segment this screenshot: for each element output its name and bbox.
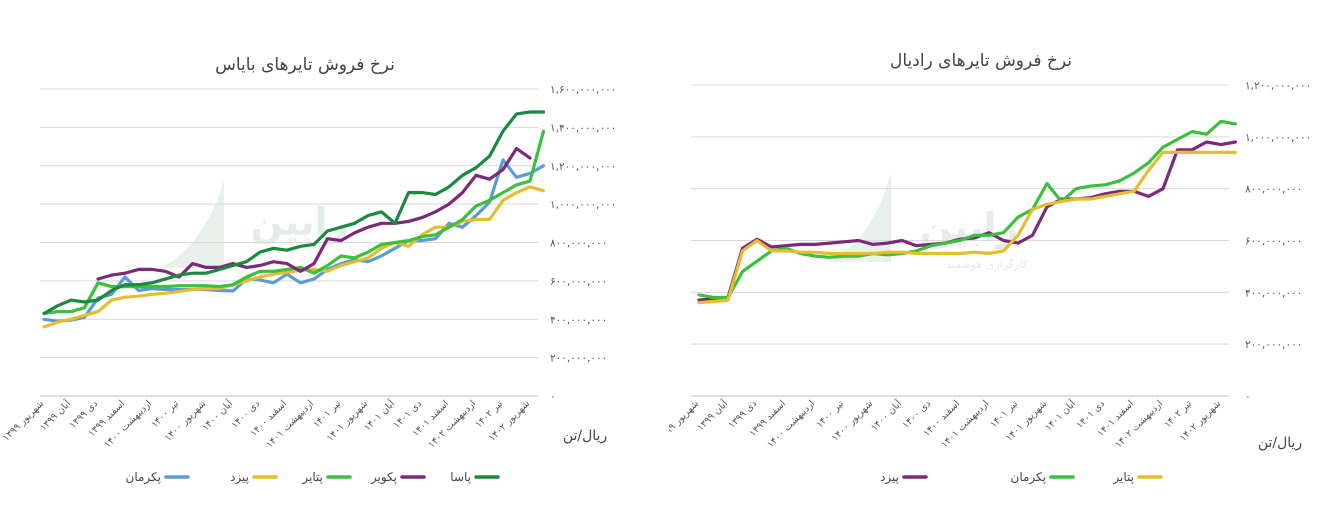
- gridlines: [40, 88, 538, 397]
- y-tick-label: ۰: [550, 391, 556, 403]
- y-tick-label: ۱,۶۰۰,۰۰۰,۰۰۰: [550, 84, 616, 96]
- x-tick-label: شهریور ۱۳۹۹: [669, 398, 701, 443]
- legend-item: پیزد: [230, 470, 278, 485]
- y-tick-labels: ۰ ۲۰۰,۰۰۰,۰۰۰ ۴۰۰,۰۰۰,۰۰۰ ۶۰۰,۰۰۰,۰۰۰ ۸۰۰,۰۰…: [1245, 80, 1311, 403]
- y-tick-label: ۰: [1245, 391, 1251, 403]
- legend-label: پیزد: [230, 470, 249, 485]
- y-tick-label: ۲۰۰,۰۰۰,۰۰۰: [1245, 339, 1302, 351]
- legend-label: پیزد: [880, 470, 899, 485]
- series-line-1: [697, 119, 1238, 300]
- watermark-brand: رابین: [920, 205, 1019, 249]
- y-axis-unit: ریال/تن: [563, 428, 607, 444]
- series-lines: [42, 110, 546, 329]
- legend-label: پکرمان: [126, 470, 161, 485]
- x-tick-label: آبان ۱۳۹۹: [694, 397, 731, 434]
- watermark-brand: رابین: [251, 200, 350, 244]
- watermark-logo-icon: [829, 172, 891, 262]
- chart-title: نرخ فروش تایرهای رادیال: [890, 51, 1072, 71]
- series-line-3: [96, 146, 532, 281]
- gridlines: [691, 84, 1229, 397]
- x-tick-label: شهریور ۱۳۹۹: [1, 398, 46, 443]
- y-tick-label: ۱,۰۰۰,۰۰۰,۰۰۰: [550, 199, 616, 211]
- y-tick-label: ۸۰۰,۰۰۰,۰۰۰: [550, 238, 607, 250]
- legend-label: پکویر: [370, 470, 397, 485]
- watermark-subtitle: کارگزاری هوشمند: [946, 258, 1029, 271]
- series-line-2: [697, 150, 1238, 305]
- legend-item: پکرمان: [1011, 470, 1075, 485]
- legend: پاسا پکویر پتایر پیزد پکرمان: [126, 470, 500, 485]
- legend-item: پیزد: [880, 470, 928, 485]
- watermark-logo-icon: [160, 180, 224, 268]
- y-tick-label: ۱,۴۰۰,۰۰۰,۰۰۰: [550, 122, 616, 134]
- y-axis-unit: ریال/تن: [1258, 435, 1302, 451]
- legend: پتایر پکرمان پیزد: [880, 470, 1163, 485]
- legend-label: پتایر: [1112, 470, 1134, 485]
- y-tick-label: ۴۰۰,۰۰۰,۰۰۰: [1245, 287, 1302, 299]
- watermark: رابین: [160, 180, 349, 268]
- series-lines: [697, 119, 1238, 305]
- watermark: رابین کارگزاری هوشمند: [829, 172, 1029, 271]
- y-tick-label: ۶۰۰,۰۰۰,۰۰۰: [550, 276, 607, 288]
- x-tick-label: اردیبهشت ۱۴۰۰: [102, 398, 154, 450]
- y-tick-labels: ۰ ۲۰۰,۰۰۰,۰۰۰ ۴۰۰,۰۰۰,۰۰۰ ۶۰۰,۰۰۰,۰۰۰ ۸۰۰,۰۰…: [550, 84, 616, 403]
- y-tick-label: ۲۰۰,۰۰۰,۰۰۰: [550, 353, 607, 365]
- series-line-4: [42, 110, 546, 316]
- legend-item: پاسا: [450, 470, 500, 484]
- y-tick-label: ۴۰۰,۰۰۰,۰۰۰: [550, 314, 607, 326]
- series-line-0: [42, 158, 546, 323]
- legend-label: پکرمان: [1011, 470, 1046, 485]
- legend-item: پتایر: [301, 470, 352, 485]
- legend-item: پکرمان: [126, 470, 190, 485]
- legend-label: پاسا: [450, 470, 471, 484]
- legend-item: پکویر: [370, 470, 426, 485]
- legend-item: پتایر: [1112, 470, 1163, 485]
- x-tick-label: آبان ۱۴۰۱: [1042, 397, 1079, 434]
- x-tick-label: اردیبهشت ۱۴۰۲: [426, 398, 478, 450]
- chart-title: نرخ فروش تایرهای بایاس: [215, 55, 395, 75]
- x-tick-label: آبان ۱۴۰۰: [868, 397, 905, 434]
- legend-label: پتایر: [301, 470, 323, 485]
- bias-tire-price-chart: نرخ فروش تایرهای بایاس رابین ۰ ۲۰۰,۰۰۰,۰۰…: [1, 55, 617, 485]
- y-tick-label: ۶۰۰,۰۰۰,۰۰۰: [1245, 236, 1302, 248]
- y-tick-label: ۱,۲۰۰,۰۰۰,۰۰۰: [1245, 80, 1311, 92]
- x-tick-label: اردیبهشت ۱۴۰۱: [264, 398, 316, 450]
- y-tick-label: ۱,۲۰۰,۰۰۰,۰۰۰: [550, 161, 616, 173]
- y-tick-label: ۸۰۰,۰۰۰,۰۰۰: [1245, 184, 1302, 196]
- y-tick-label: ۱,۰۰۰,۰۰۰,۰۰۰: [1245, 132, 1311, 144]
- radial-tire-price-chart: نرخ فروش تایرهای رادیال رابین کارگزاری ه…: [669, 51, 1311, 485]
